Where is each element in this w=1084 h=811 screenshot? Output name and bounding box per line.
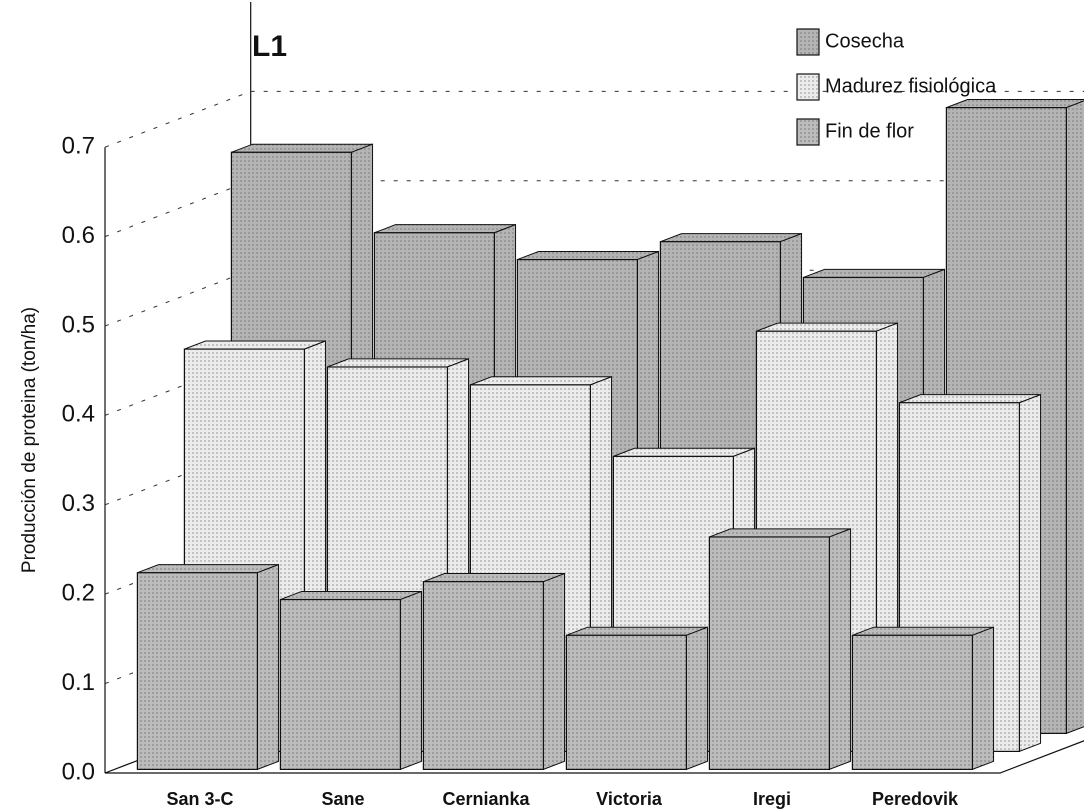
bar-side — [542, 572, 566, 771]
bar-top — [517, 250, 659, 261]
legend-swatch — [796, 118, 820, 146]
bar-top — [613, 447, 755, 457]
bar-top — [327, 358, 469, 368]
bar-side — [685, 626, 709, 771]
bar-top — [852, 626, 994, 636]
x-tick-label: Sane — [321, 789, 364, 809]
bar — [136, 572, 258, 770]
bar-top — [899, 394, 1041, 404]
bar-top — [280, 590, 422, 601]
legend-label: Fin de flor — [825, 120, 914, 142]
bar — [565, 634, 688, 770]
bar — [279, 598, 401, 770]
legend-label: Cosecha — [825, 30, 905, 52]
y-tick-label: 0.0 — [62, 758, 95, 785]
bar-top — [756, 322, 898, 332]
grid-line — [104, 90, 1084, 148]
x-tick-label: San 3-C — [166, 789, 233, 809]
x-tick-label: Victoria — [596, 789, 663, 809]
bar-top — [374, 224, 516, 234]
y-tick-label: 0.6 — [62, 222, 95, 249]
y-axis-label: Producción de proteina (ton/ha) — [19, 307, 40, 573]
legend-swatch — [796, 28, 820, 56]
legend-swatch — [796, 73, 820, 101]
bar — [708, 536, 831, 771]
bar-top — [184, 340, 326, 350]
bar-top — [137, 564, 279, 574]
bar-top — [803, 268, 945, 278]
chart-title: L1 — [252, 30, 287, 63]
bar-top — [566, 626, 708, 636]
bar-top — [946, 99, 1084, 109]
bar-side — [399, 590, 423, 771]
x-tick-label: Iregi — [753, 789, 791, 809]
bar-top — [660, 233, 802, 243]
bar-side — [828, 528, 852, 771]
x-tick-label: Cernianka — [442, 789, 530, 809]
y-tick-label: 0.5 — [62, 311, 95, 338]
bar-side — [1018, 393, 1042, 753]
y-tick-label: 0.4 — [62, 401, 95, 428]
y-tick-label: 0.3 — [62, 490, 95, 517]
bar-top — [423, 573, 565, 583]
y-tick-label: 0.1 — [62, 669, 95, 696]
bar-side — [971, 626, 995, 771]
x-tick-label: Peredovik — [872, 789, 959, 809]
legend-label: Madurez fisiológica — [825, 75, 997, 97]
bar-top — [231, 143, 373, 153]
bar-side — [1065, 100, 1084, 735]
bar — [851, 634, 974, 770]
bar-top — [709, 528, 851, 538]
bar-side — [256, 563, 280, 771]
bar — [422, 581, 544, 770]
y-tick-label: 0.7 — [62, 133, 95, 160]
y-tick-label: 0.2 — [62, 580, 95, 607]
bar-top — [470, 376, 612, 386]
